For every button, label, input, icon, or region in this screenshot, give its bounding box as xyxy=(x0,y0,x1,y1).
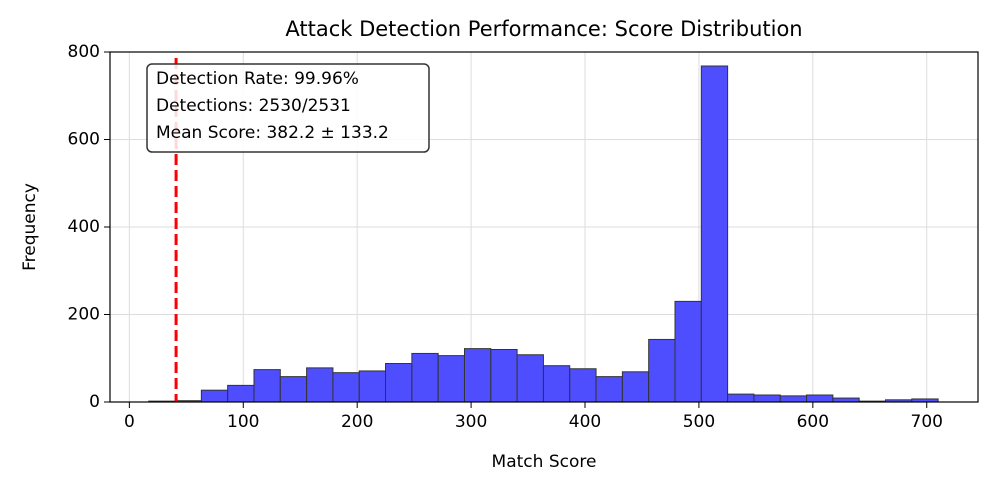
bar xyxy=(490,349,518,403)
chart-title: Attack Detection Performance: Score Dist… xyxy=(285,17,802,41)
bar xyxy=(516,354,544,403)
bar xyxy=(674,300,702,403)
bar xyxy=(595,376,623,403)
bar xyxy=(437,355,465,403)
bar xyxy=(700,65,729,403)
x-tick-label: 200 xyxy=(341,412,373,432)
bar xyxy=(569,368,597,403)
x-tick-label: 700 xyxy=(911,412,943,432)
x-tick-label: 600 xyxy=(797,412,829,432)
y-tick-label: 600 xyxy=(68,130,100,150)
plot-frame xyxy=(109,51,979,403)
bar xyxy=(463,348,492,403)
bar xyxy=(306,367,334,403)
annotation-text: Detections: 2530/2531 xyxy=(156,96,351,116)
y-tick-label: 800 xyxy=(68,42,100,62)
x-tick-label: 500 xyxy=(683,412,715,432)
bar xyxy=(806,394,834,403)
x-tick-label: 400 xyxy=(569,412,601,432)
y-axis-label: Frequency xyxy=(20,183,40,271)
x-tick-label: 100 xyxy=(227,412,259,432)
bar xyxy=(411,352,439,403)
bar xyxy=(648,338,676,403)
x-tick-label: 0 xyxy=(124,412,135,432)
annotation-box xyxy=(146,63,430,153)
bar xyxy=(279,376,308,403)
bar xyxy=(727,393,755,403)
bar xyxy=(753,394,781,403)
x-tick-label: 300 xyxy=(455,412,487,432)
bar xyxy=(253,369,281,403)
annotation-text: Detection Rate: 99.96% xyxy=(156,69,359,89)
bar xyxy=(779,395,808,403)
bar xyxy=(200,389,229,403)
bar xyxy=(385,363,413,403)
annotation-text: Mean Score: 382.2 ± 133.2 xyxy=(156,123,389,143)
x-axis-label: Match Score xyxy=(492,452,597,472)
y-tick-label: 400 xyxy=(68,217,100,237)
bar xyxy=(621,371,650,403)
bar xyxy=(542,365,571,403)
y-tick-label: 0 xyxy=(89,392,100,412)
bar xyxy=(358,370,387,403)
bar xyxy=(227,384,255,403)
bar xyxy=(332,372,360,403)
y-tick-label: 200 xyxy=(68,305,100,325)
